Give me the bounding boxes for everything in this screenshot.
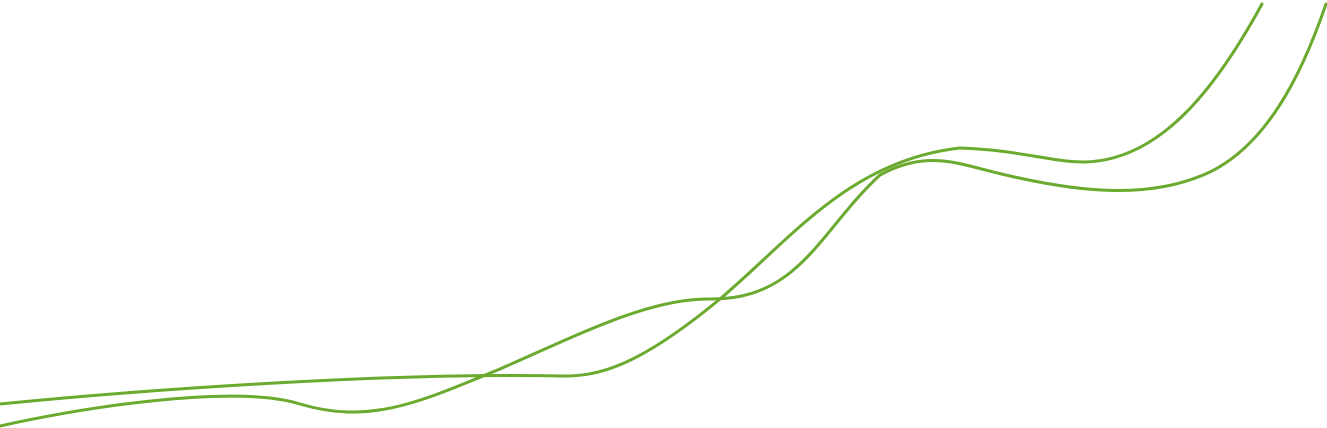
wave-line-upper: [0, 2, 1264, 406]
